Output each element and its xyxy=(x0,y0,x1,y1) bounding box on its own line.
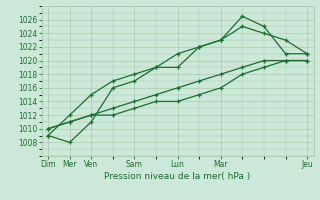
X-axis label: Pression niveau de la mer( hPa ): Pression niveau de la mer( hPa ) xyxy=(104,172,251,181)
